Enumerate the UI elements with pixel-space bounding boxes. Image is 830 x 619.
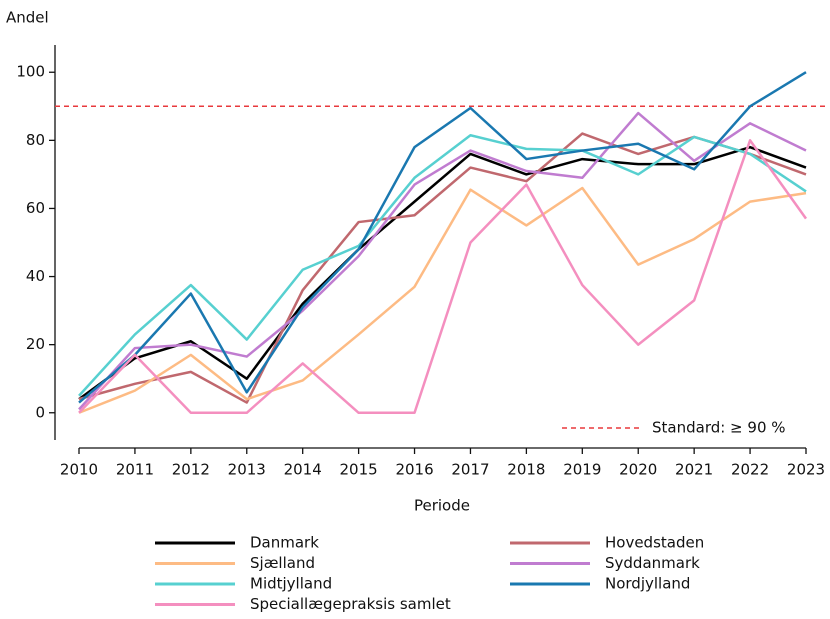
x-tick-label: 2023 (787, 461, 825, 479)
series-line (78, 139, 808, 415)
x-tick-label: 2010 (60, 461, 98, 479)
y-tick-label: 80 (26, 131, 45, 149)
x-tick-label: 2013 (228, 461, 266, 479)
x-tick-label: 2021 (675, 461, 713, 479)
legend-label: Hovedstaden (605, 534, 704, 552)
legend-label: Syddanmark (605, 554, 700, 572)
reference-label: Standard: ≥ 90 % (652, 419, 786, 437)
y-tick-label: 20 (26, 335, 45, 353)
legend-label: Nordjylland (605, 575, 690, 593)
x-tick-label: 2015 (340, 461, 378, 479)
y-tick-label: 40 (26, 267, 45, 285)
x-tick-label: 2017 (451, 461, 489, 479)
y-tick-label: 100 (16, 63, 45, 81)
y-tick-label: 60 (26, 199, 45, 217)
series-line (78, 132, 807, 404)
x-tick-label: 2020 (619, 461, 657, 479)
y-tick-label: 0 (35, 403, 45, 421)
legend-label: Speciallægepraksis samlet (250, 595, 451, 613)
x-tick-label: 2019 (563, 461, 601, 479)
y-axis-label: Andel (6, 9, 49, 27)
legend-label: Danmark (250, 534, 319, 552)
series-line (78, 145, 807, 401)
series-line (78, 186, 807, 414)
x-tick-label: 2022 (731, 461, 769, 479)
series-line (78, 111, 807, 411)
series-line (78, 71, 807, 404)
x-tick-label: 2011 (116, 461, 154, 479)
x-tick-label: 2016 (395, 461, 433, 479)
x-axis-label: Periode (414, 497, 470, 515)
legend-label: Midtjylland (250, 575, 332, 593)
series-line (78, 133, 807, 397)
legend-label: Sjælland (250, 554, 315, 572)
x-tick-label: 2018 (507, 461, 545, 479)
x-tick-label: 2012 (172, 461, 210, 479)
x-tick-label: 2014 (284, 461, 322, 479)
